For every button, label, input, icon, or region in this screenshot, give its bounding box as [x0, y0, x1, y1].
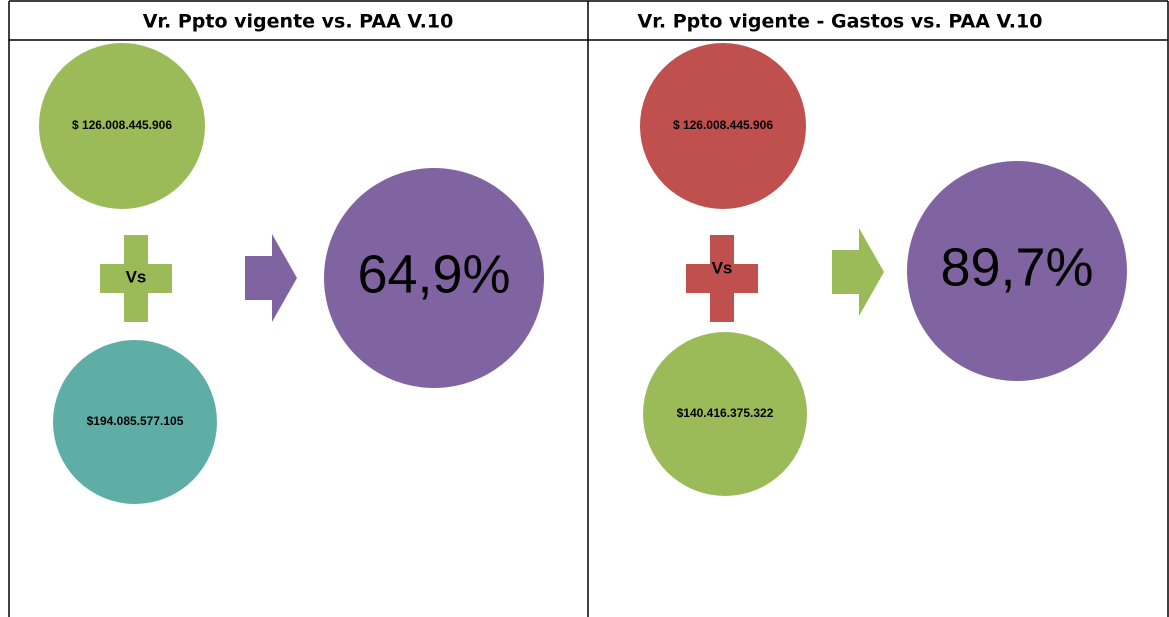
top-value: $ 126.008.445.906 — [673, 118, 773, 132]
bottom-value: $140.416.375.322 — [677, 406, 774, 420]
circle — [53, 340, 217, 504]
plus — [100, 235, 172, 322]
arrow — [832, 228, 884, 316]
circle — [907, 161, 1127, 381]
bottom-value: $194.085.577.105 — [87, 414, 184, 428]
top-value: $ 126.008.445.906 — [72, 118, 172, 132]
result: 64,9% — [357, 244, 510, 304]
operator: Vs — [712, 258, 733, 277]
panel-right: $ 126.008.445.906 Vs $140.416.375.322 89… — [640, 43, 1127, 496]
circle — [39, 43, 205, 209]
operator: Vs — [126, 267, 147, 286]
panel-title: Vr. Ppto vigente vs. PAA V.10 — [143, 11, 454, 33]
arrow — [245, 234, 297, 322]
panel-title: Vr. Ppto vigente - Gastos vs. PAA V.10 — [638, 11, 1043, 33]
circle — [640, 43, 806, 209]
plus — [686, 235, 758, 322]
result: 89,7% — [940, 237, 1093, 297]
frame — [8, 0, 1169, 617]
circle — [643, 332, 807, 496]
panel-left: $ 126.008.445.906 Vs $194.085.577.105 64… — [39, 43, 544, 504]
circle — [324, 168, 544, 388]
